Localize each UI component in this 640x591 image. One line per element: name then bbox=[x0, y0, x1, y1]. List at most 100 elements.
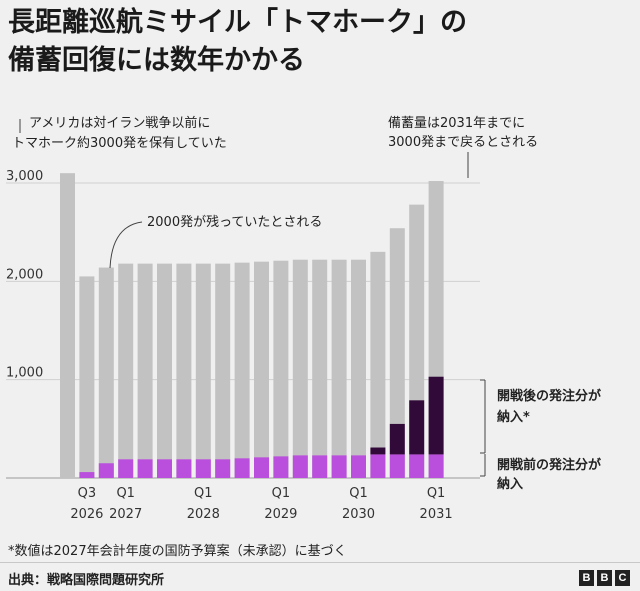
x-tick-year: 2026 bbox=[70, 507, 103, 522]
bar-group bbox=[273, 260, 289, 478]
bar-stock bbox=[254, 261, 269, 478]
legend-postwar-line2: 納入* bbox=[497, 409, 530, 425]
bar-group bbox=[60, 173, 75, 478]
bbc-logo-letter-3: C bbox=[615, 570, 630, 586]
bar-stock bbox=[292, 259, 308, 478]
annotation-restore-line2: 3000発まで戻るとされる bbox=[388, 135, 538, 150]
bar-group bbox=[331, 259, 347, 478]
bar-stock bbox=[273, 260, 289, 478]
y-axis-ticks: 3,000 2,000 1,000 bbox=[6, 169, 43, 381]
legend-prewar-line1: 開戦前の発注分が bbox=[497, 457, 601, 473]
x-tick-quarter: Q1 bbox=[349, 486, 368, 501]
bar-stock bbox=[79, 276, 95, 478]
bbc-logo-letter-2: B bbox=[597, 570, 612, 586]
bar-stock bbox=[176, 263, 192, 478]
x-tick-quarter: Q1 bbox=[194, 486, 213, 501]
bar-prewar-orders bbox=[157, 459, 172, 478]
bar-group bbox=[351, 259, 366, 478]
bar-stock bbox=[312, 259, 328, 478]
bar-stock bbox=[234, 262, 250, 478]
x-axis-ticks: Q3 2026 Q1 2027 Q1 2028 Q1 2029 Q1 2030 Q1 2031 bbox=[70, 486, 452, 522]
x-tick-year: 2029 bbox=[264, 507, 297, 522]
bbc-logo: B B C bbox=[579, 570, 630, 586]
bar-group bbox=[137, 263, 153, 478]
bar-prewar-orders bbox=[351, 455, 366, 478]
bar-group bbox=[428, 181, 444, 479]
bar-prewar-orders bbox=[98, 463, 114, 478]
bbc-logo-letter-1: B bbox=[579, 570, 594, 586]
bar-postwar-orders bbox=[428, 376, 444, 455]
bar-stock bbox=[389, 228, 405, 478]
x-tick-year: 2027 bbox=[109, 507, 142, 522]
annotation-restore: 備蓄量は2031年までに 3000発まで戻るとされる bbox=[388, 115, 538, 178]
annotation-remaining-text: 2000発が残っていたとされる bbox=[147, 215, 322, 230]
bar-group bbox=[234, 262, 250, 478]
bar-group bbox=[176, 263, 192, 478]
bar-stock bbox=[60, 173, 75, 478]
bar-group bbox=[79, 276, 95, 478]
x-tick-quarter: Q1 bbox=[427, 486, 446, 501]
legend-prewar: 開戦前の発注分が 納入 bbox=[480, 454, 601, 492]
bar-group bbox=[312, 259, 328, 478]
bar-prewar-orders bbox=[176, 459, 192, 478]
bar-group bbox=[409, 204, 425, 478]
annotation-remaining-leader bbox=[109, 221, 143, 269]
bar-prewar-orders bbox=[409, 454, 425, 478]
bar-prewar-orders bbox=[273, 456, 289, 478]
source-credit: 出典：戦略国際問題研究所 bbox=[8, 573, 165, 588]
chart-title-line2: 備蓄回復には数年かかる bbox=[8, 45, 305, 76]
footer-divider bbox=[0, 562, 640, 563]
y-tick-label: 2,000 bbox=[6, 267, 43, 282]
legend-prewar-line2: 納入 bbox=[497, 476, 523, 492]
y-tick-label: 1,000 bbox=[6, 366, 43, 381]
bar-prewar-orders bbox=[312, 455, 328, 478]
bar-postwar-orders bbox=[389, 423, 405, 455]
y-tick-label: 3,000 bbox=[6, 169, 43, 184]
legend-postwar-line1: 開戦後の発注分が bbox=[497, 388, 601, 404]
bar-stock bbox=[118, 263, 134, 478]
footnote: *数値は2027年会計年度の国防予算案（未承認）に基づく bbox=[8, 544, 347, 559]
x-tick-year: 2031 bbox=[420, 507, 453, 522]
annotation-prewar-stock: アメリカは対イラン戦争以前に トマホーク約3000発を保有していた bbox=[12, 115, 227, 151]
bar-group bbox=[195, 263, 211, 478]
x-tick-year: 2030 bbox=[342, 507, 375, 522]
bar-prewar-orders bbox=[118, 459, 134, 478]
bar-prewar-orders bbox=[370, 454, 386, 478]
bar-group bbox=[118, 263, 134, 478]
x-tick-quarter: Q1 bbox=[116, 486, 135, 501]
x-tick-year: 2028 bbox=[187, 507, 220, 522]
bar-group bbox=[370, 251, 386, 478]
bar-prewar-orders bbox=[195, 459, 211, 478]
bar-stock bbox=[331, 259, 347, 478]
bar-group bbox=[98, 267, 114, 478]
bar-postwar-orders bbox=[409, 400, 425, 455]
bar-prewar-orders bbox=[215, 459, 231, 478]
bar-group bbox=[292, 259, 308, 478]
bar-group bbox=[215, 263, 231, 478]
bar-stock bbox=[351, 259, 366, 478]
bar-stock bbox=[370, 251, 386, 478]
bars bbox=[60, 173, 444, 479]
bar-stock bbox=[157, 263, 172, 478]
bar-prewar-orders bbox=[79, 472, 95, 478]
bar-postwar-orders bbox=[370, 447, 386, 455]
bar-prewar-orders bbox=[292, 455, 308, 478]
chart-title: 長距離巡航ミサイル「トマホーク」の 備蓄回復には数年かかる bbox=[8, 4, 632, 80]
legend-postwar: 開戦後の発注分が 納入* bbox=[480, 379, 601, 454]
bar-stock bbox=[215, 263, 231, 478]
bar-stock bbox=[195, 263, 211, 478]
bar-stock bbox=[98, 267, 114, 478]
annotation-restore-line1: 備蓄量は2031年までに bbox=[388, 115, 525, 131]
x-tick-quarter: Q1 bbox=[272, 486, 291, 501]
bar-group bbox=[389, 228, 405, 478]
bar-prewar-orders bbox=[331, 455, 347, 478]
annotation-prewar-line2: トマホーク約3000発を保有していた bbox=[12, 136, 227, 151]
bar-stock bbox=[137, 263, 153, 478]
bar-prewar-orders bbox=[234, 458, 250, 478]
bar-group bbox=[254, 261, 269, 478]
annotation-remaining: 2000発が残っていたとされる bbox=[109, 215, 322, 269]
chart-title-line1: 長距離巡航ミサイル「トマホーク」の bbox=[8, 7, 467, 38]
bar-group bbox=[157, 263, 172, 478]
annotation-prewar-line1: アメリカは対イラン戦争以前に bbox=[29, 115, 210, 131]
